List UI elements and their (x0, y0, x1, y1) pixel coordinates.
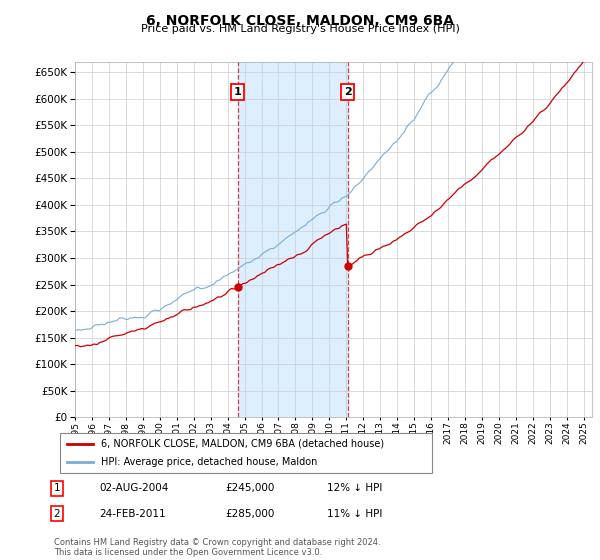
Bar (238, 62, 348, 417)
Text: 24-FEB-2011: 24-FEB-2011 (99, 508, 166, 519)
Text: HPI: Average price, detached house, Maldon: HPI: Average price, detached house, Mald… (101, 458, 317, 467)
Text: 12% ↓ HPI: 12% ↓ HPI (327, 483, 382, 493)
Text: 11% ↓ HPI: 11% ↓ HPI (327, 508, 382, 519)
Text: Price paid vs. HM Land Registry's House Price Index (HPI): Price paid vs. HM Land Registry's House … (140, 24, 460, 34)
FancyBboxPatch shape (60, 433, 432, 473)
Text: 1: 1 (53, 483, 61, 493)
Text: £285,000: £285,000 (225, 508, 274, 519)
Text: 1: 1 (233, 87, 241, 97)
Text: 02-AUG-2004: 02-AUG-2004 (99, 483, 169, 493)
Text: 2: 2 (344, 87, 352, 97)
Text: 6, NORFOLK CLOSE, MALDON, CM9 6BA (detached house): 6, NORFOLK CLOSE, MALDON, CM9 6BA (detac… (101, 439, 384, 449)
Text: Contains HM Land Registry data © Crown copyright and database right 2024.
This d: Contains HM Land Registry data © Crown c… (54, 538, 380, 557)
Text: £245,000: £245,000 (225, 483, 274, 493)
Text: 6, NORFOLK CLOSE, MALDON, CM9 6BA: 6, NORFOLK CLOSE, MALDON, CM9 6BA (146, 14, 454, 28)
Text: 2: 2 (53, 508, 61, 519)
